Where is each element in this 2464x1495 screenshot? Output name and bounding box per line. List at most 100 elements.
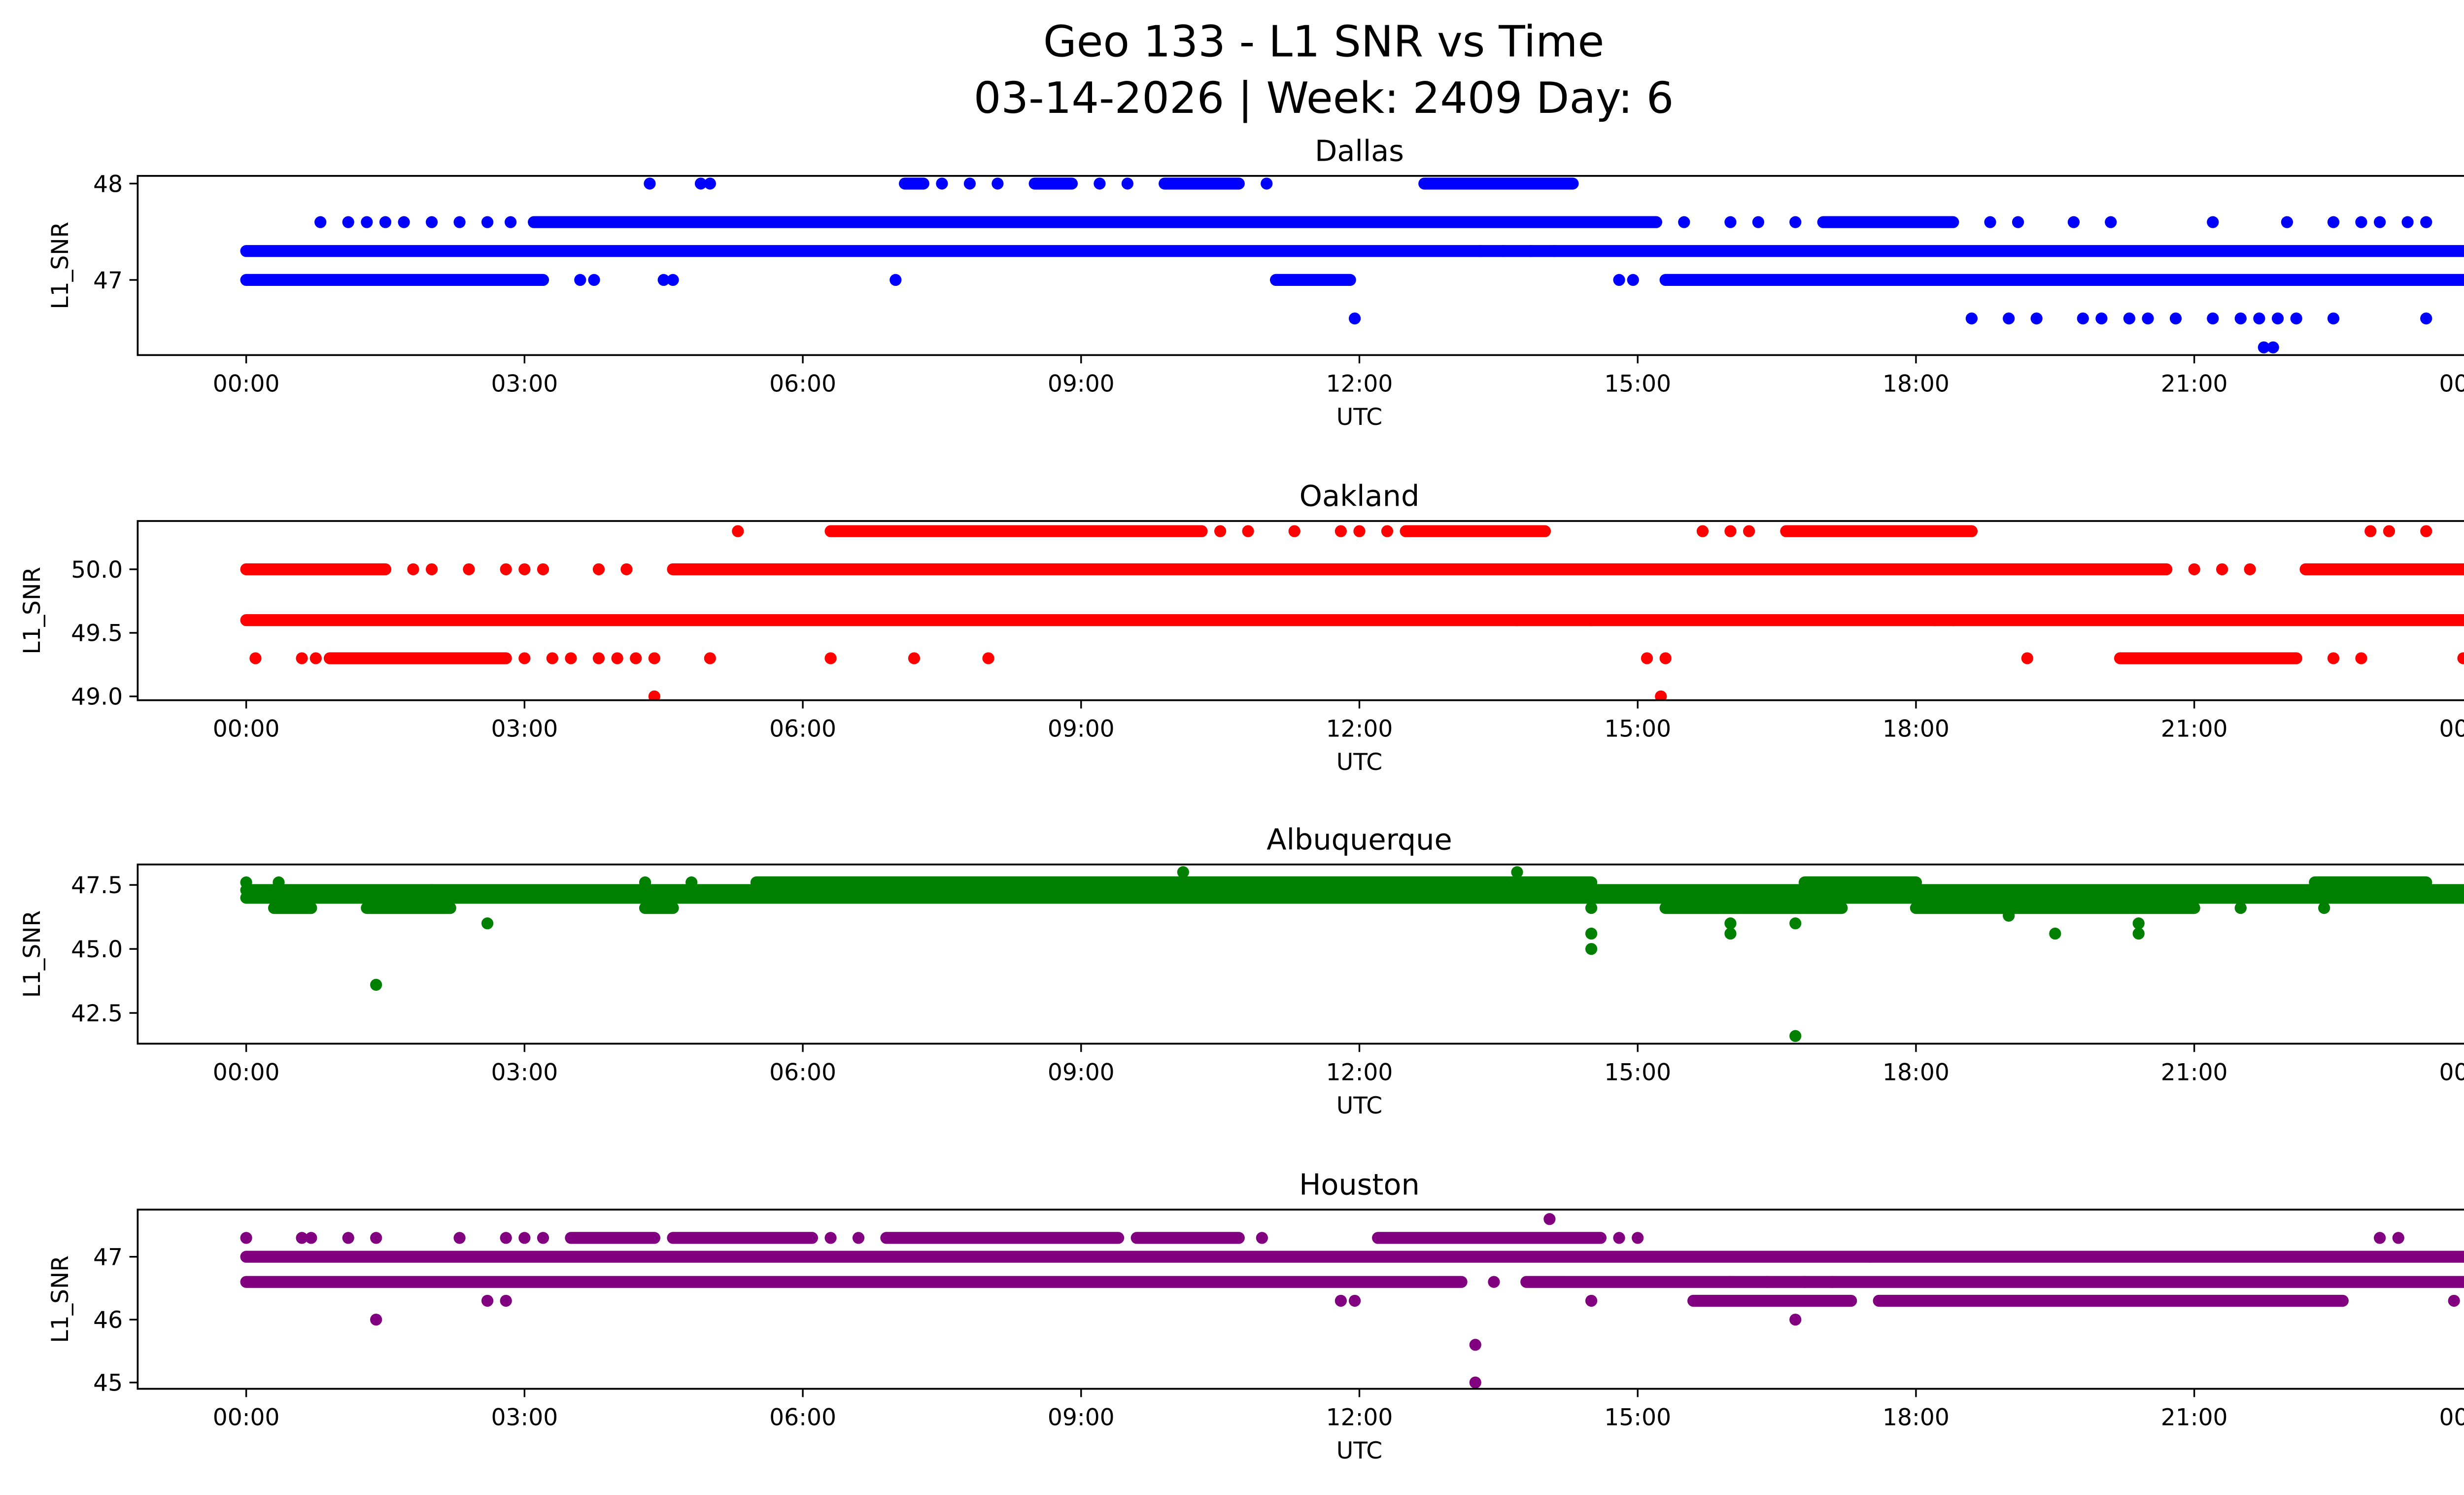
data-point — [1752, 216, 1765, 228]
x-tick-label: 09:00 — [1048, 1059, 1115, 1086]
data-point — [1488, 1276, 1500, 1288]
y-axis-label: L1_SNR — [47, 1255, 74, 1343]
data-point — [2142, 312, 2154, 325]
data-point — [1696, 525, 1709, 537]
data-point — [1743, 525, 1755, 537]
data-point — [611, 652, 623, 664]
data-point — [2258, 341, 2270, 353]
data-point — [2169, 312, 2182, 325]
data-point — [1348, 1294, 1361, 1307]
data-point — [1678, 216, 1690, 228]
data-point — [1928, 614, 1941, 626]
data-point — [500, 563, 512, 576]
x-tick-label: 06:00 — [769, 370, 836, 397]
data-point — [2364, 525, 2377, 537]
data-point — [2030, 312, 2043, 325]
data-point — [463, 563, 475, 576]
data-point — [537, 563, 549, 576]
x-tick-label: 03:00 — [491, 370, 558, 397]
data-point — [273, 876, 285, 889]
data-point — [1121, 177, 1134, 190]
subplot-dallas: Dallas 00:00 03:00 06:00 09:00 12:00 15:00 18:0… — [47, 134, 2464, 431]
x-tick-label: 09:00 — [1048, 716, 1115, 743]
data-point — [639, 876, 651, 889]
data-point — [2132, 927, 2145, 940]
data-point — [370, 1232, 382, 1244]
data-point — [1497, 245, 1509, 257]
data-point — [1789, 917, 1802, 930]
data-point — [1177, 866, 1189, 878]
y-tick-label: 47 — [93, 1244, 123, 1271]
data-point — [1548, 245, 1560, 257]
data-point — [1724, 1276, 1737, 1288]
subplot-houston: Houston 00:00 03:00 06:00 09:00 12:00 15:00 18:… — [47, 1168, 2464, 1464]
x-tick-label: 09:00 — [1048, 370, 1115, 397]
data-point — [890, 274, 902, 286]
x-tick-label: 12:00 — [1326, 716, 1393, 743]
data-point — [1632, 1232, 1644, 1244]
data-point — [1469, 1339, 1481, 1351]
x-tick-label: 00:00 — [2439, 1404, 2464, 1431]
data-point — [1353, 525, 1366, 537]
data-point — [1984, 216, 1996, 228]
x-tick-label: 12:00 — [1326, 1059, 1393, 1086]
x-tick-label: 15:00 — [1604, 370, 1671, 397]
data-point — [2216, 563, 2228, 576]
data-point — [453, 216, 466, 228]
data-point — [1826, 1276, 1839, 1288]
data-point — [644, 177, 656, 190]
x-tick-label: 09:00 — [1048, 1404, 1115, 1431]
x-tick-label: 03:00 — [491, 716, 558, 743]
data-point — [1585, 1294, 1598, 1307]
data-point — [2132, 917, 2145, 930]
x-tick-label: 21:00 — [2161, 370, 2228, 397]
data-point — [546, 652, 558, 664]
y-tick-label: 45.0 — [71, 936, 123, 963]
data-point — [2374, 1232, 2386, 1244]
data-point — [2234, 312, 2247, 325]
data-point — [1288, 525, 1300, 537]
data-point — [1789, 1314, 1802, 1326]
data-point — [2267, 341, 2279, 353]
data-point — [2207, 312, 2219, 325]
data-point — [1585, 927, 1598, 940]
data-point — [1214, 525, 1227, 537]
data-point — [2003, 909, 2015, 922]
data-point — [1335, 525, 1347, 537]
x-tick-label: 06:00 — [769, 1059, 836, 1086]
data-point — [296, 1232, 308, 1244]
y-axis-label: L1_SNR — [47, 222, 74, 310]
data-point — [648, 690, 660, 700]
x-tick-label: 15:00 — [1604, 716, 1671, 743]
data-point — [240, 876, 252, 889]
x-tick-label: 06:00 — [769, 1404, 836, 1431]
y-tick-label: 47.5 — [71, 872, 123, 899]
data-point — [657, 274, 670, 286]
data-point — [500, 1294, 512, 1307]
data-point — [852, 1232, 865, 1244]
data-point — [732, 525, 744, 537]
data-point — [305, 1232, 317, 1244]
data-point — [481, 917, 494, 930]
x-tick-label: 00:00 — [213, 370, 280, 397]
data-point — [1798, 1276, 1811, 1288]
data-point — [1789, 1030, 1802, 1042]
data-point — [1655, 690, 1667, 700]
x-tick-label: 15:00 — [1604, 1404, 1671, 1431]
data-point — [1613, 274, 1625, 286]
scatter-series-oakland — [240, 525, 2464, 700]
x-axis-label: UTC — [1336, 1092, 1382, 1119]
y-tick-label: 45 — [93, 1370, 123, 1397]
data-point — [2012, 216, 2024, 228]
data-point — [453, 1232, 466, 1244]
data-point — [685, 876, 698, 889]
subplot-title: Dallas — [1315, 134, 1404, 168]
data-point — [982, 652, 994, 664]
data-point — [342, 1232, 354, 1244]
data-point — [1511, 614, 1523, 626]
x-tick-label: 18:00 — [1882, 1059, 1950, 1086]
x-tick-label: 00:00 — [2439, 1059, 2464, 1086]
data-point — [824, 1232, 837, 1244]
data-point — [2355, 216, 2367, 228]
data-point — [2067, 216, 2080, 228]
